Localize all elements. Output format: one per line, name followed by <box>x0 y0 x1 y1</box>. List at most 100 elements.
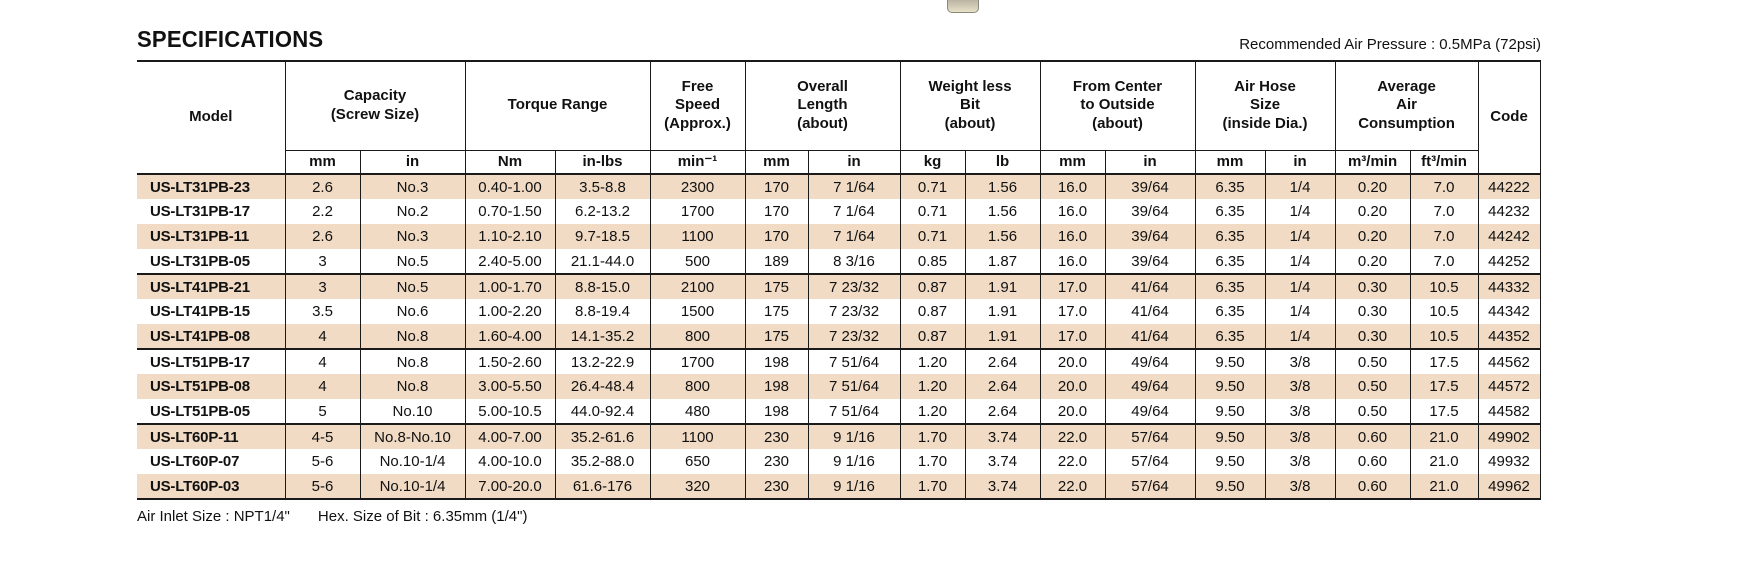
data-cell: 3/8 <box>1264 474 1336 501</box>
table-row: US-LT60P-03 5-6 No.10-1/4 7.00-20.0 61.6-176… <box>137 474 1541 501</box>
data-cell: 1.56 <box>964 174 1041 200</box>
unit-hose-in: in <box>1264 149 1336 176</box>
data-cell: 7 51/64 <box>807 349 901 375</box>
data-cell: 21.0 <box>1409 424 1479 450</box>
data-cell: 1/4 <box>1264 274 1336 300</box>
data-cell: 44232 <box>1477 199 1541 225</box>
data-cell: 44562 <box>1477 349 1541 375</box>
data-cell: 57/64 <box>1104 474 1196 501</box>
data-cell: 800 <box>649 374 746 400</box>
data-cell: 1.70 <box>899 424 966 450</box>
data-cell: 8.8-15.0 <box>554 274 651 300</box>
data-cell: 9.50 <box>1194 474 1266 501</box>
data-cell: 0.20 <box>1334 199 1411 225</box>
data-cell: 1700 <box>649 199 746 225</box>
data-cell: 1.87 <box>964 249 1041 276</box>
data-cell: 0.50 <box>1334 374 1411 400</box>
data-cell: 1.56 <box>964 199 1041 225</box>
data-cell: 7 1/64 <box>807 199 901 225</box>
data-cell: 2.40-5.00 <box>464 249 556 276</box>
data-cell: 35.2-88.0 <box>554 449 651 475</box>
data-cell: 3/8 <box>1264 349 1336 375</box>
data-cell: 3.00-5.50 <box>464 374 556 400</box>
data-cell: No.2 <box>359 199 466 225</box>
data-cell: No.10-1/4 <box>359 474 466 501</box>
data-cell: 10.5 <box>1409 324 1479 351</box>
data-cell: No.3 <box>359 174 466 200</box>
data-cell: 6.35 <box>1194 249 1266 276</box>
data-cell: 9.50 <box>1194 399 1266 426</box>
data-cell: 1500 <box>649 299 746 325</box>
footer-notes: Air Inlet Size : NPT1/4" Hex. Size of Bi… <box>137 508 1543 525</box>
data-cell: 14.1-35.2 <box>554 324 651 351</box>
model-cell: US-LT41PB-21 <box>137 274 286 300</box>
data-cell: 3 <box>284 274 361 300</box>
data-cell: 20.0 <box>1039 374 1106 400</box>
data-cell: 0.87 <box>899 299 966 325</box>
data-cell: 9.50 <box>1194 424 1266 450</box>
data-cell: 22.0 <box>1039 474 1106 501</box>
data-cell: 35.2-61.6 <box>554 424 651 450</box>
data-cell: 0.71 <box>899 199 966 225</box>
data-cell: 4 <box>284 349 361 375</box>
data-cell: 0.71 <box>899 174 966 200</box>
col-header-average-air-consumption: Average Air Consumption <box>1334 60 1479 151</box>
data-cell: 320 <box>649 474 746 501</box>
data-cell: 0.20 <box>1334 224 1411 250</box>
data-cell: 7.00-20.0 <box>464 474 556 501</box>
data-cell: 21.1-44.0 <box>554 249 651 276</box>
table-row: US-LT31PB-23 2.6 No.3 0.40-1.00 3.5-8.8 2300 1… <box>137 174 1541 200</box>
data-cell: 6.35 <box>1194 274 1266 300</box>
model-cell: US-LT41PB-08 <box>137 324 286 351</box>
data-cell: No.5 <box>359 274 466 300</box>
data-cell: 230 <box>744 449 809 475</box>
data-cell: 8 3/16 <box>807 249 901 276</box>
header-bar: SPECIFICATIONS Recommended Air Pressure … <box>137 26 1543 53</box>
model-cell: US-LT60P-11 <box>137 424 286 450</box>
data-cell: No.6 <box>359 299 466 325</box>
col-header-torque-range: Torque Range <box>464 60 651 151</box>
data-cell: 2300 <box>649 174 746 200</box>
data-cell: 1.91 <box>964 324 1041 351</box>
header-row-groups: Model Capacity (Screw Size) Torque Range… <box>137 59 1541 176</box>
data-cell: 5.00-10.5 <box>464 399 556 426</box>
data-cell: 7.0 <box>1409 199 1479 225</box>
unit-consumption-m3min: m³/min <box>1334 149 1411 176</box>
data-cell: 10.5 <box>1409 299 1479 325</box>
air-inlet-size-note: Air Inlet Size : NPT1/4" <box>137 508 290 526</box>
data-cell: 41/64 <box>1104 299 1196 325</box>
data-cell: 9 1/16 <box>807 474 901 501</box>
data-cell: 4.00-10.0 <box>464 449 556 475</box>
col-header-air-hose-size: Air Hose Size (inside Dia.) <box>1194 60 1336 151</box>
data-cell: 1.20 <box>899 349 966 375</box>
data-cell: No.5 <box>359 249 466 276</box>
unit-weight-lb: lb <box>964 149 1041 176</box>
data-cell: 4.00-7.00 <box>464 424 556 450</box>
data-cell: 0.30 <box>1334 299 1411 325</box>
data-cell: 0.20 <box>1334 249 1411 276</box>
data-cell: 7 23/32 <box>807 299 901 325</box>
spec-sheet: SPECIFICATIONS Recommended Air Pressure … <box>137 26 1543 525</box>
data-cell: 49/64 <box>1104 349 1196 375</box>
table-row: US-LT31PB-11 2.6 No.3 1.10-2.10 9.7-18.5 1100… <box>137 224 1541 250</box>
data-cell: 3/8 <box>1264 424 1336 450</box>
data-cell: No.8 <box>359 324 466 351</box>
data-cell: 1.20 <box>899 374 966 400</box>
unit-consumption-ft3min: ft³/min <box>1409 149 1479 176</box>
data-cell: 7 1/64 <box>807 224 901 250</box>
data-cell: 9.50 <box>1194 374 1266 400</box>
data-cell: 1.56 <box>964 224 1041 250</box>
table-row: US-LT60P-11 4-5 No.8-No.10 4.00-7.00 35.2-61… <box>137 424 1541 450</box>
table-row: US-LT51PB-08 4 No.8 3.00-5.50 26.4-48.4 800 19… <box>137 374 1541 400</box>
data-cell: 17.0 <box>1039 274 1106 300</box>
data-cell: 7.0 <box>1409 174 1479 200</box>
data-cell: No.8 <box>359 374 466 400</box>
data-cell: 3.74 <box>964 449 1041 475</box>
col-header-weight-less-bit: Weight less Bit (about) <box>899 60 1041 151</box>
col-header-free-speed: Free Speed (Approx.) <box>649 60 746 151</box>
unit-free-speed-min: min⁻¹ <box>649 149 746 176</box>
data-cell: 41/64 <box>1104 324 1196 351</box>
data-cell: 2.64 <box>964 374 1041 400</box>
data-cell: 16.0 <box>1039 249 1106 276</box>
data-cell: 0.40-1.00 <box>464 174 556 200</box>
